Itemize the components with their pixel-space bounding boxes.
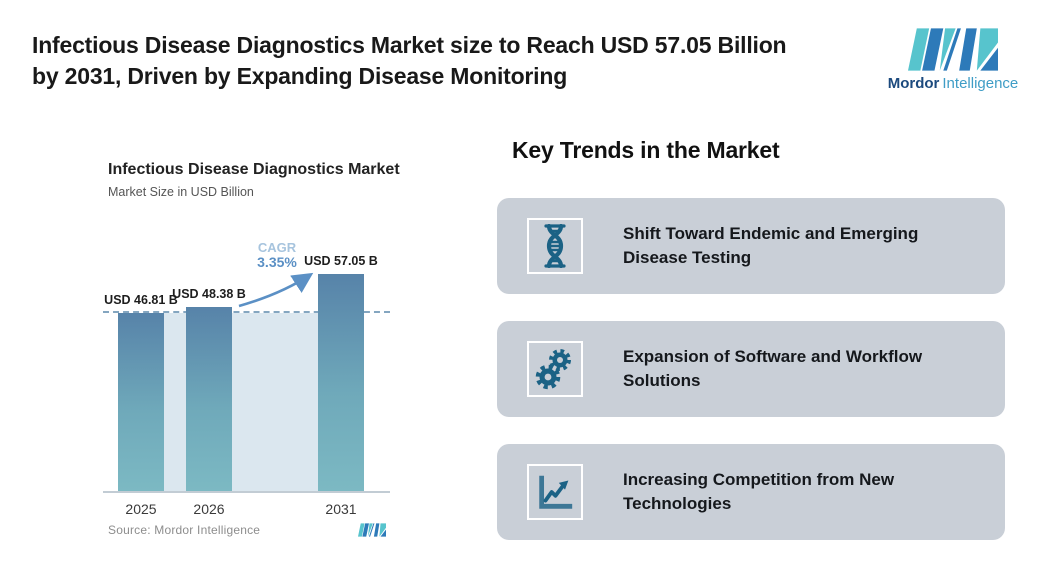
- trend-text-software-workflow: Expansion of Software and Workflow Solut…: [623, 347, 923, 390]
- bar-value-label-2026: USD 48.38 B: [172, 287, 246, 301]
- trend-card-endemic-testing: Shift Toward Endemic and Emerging Diseas…: [497, 198, 1005, 294]
- chart-footer: Source: Mordor Intelligence: [108, 523, 386, 537]
- bar-plot: CAGR 3.35% USD 46.81 B 2025 USD 48.38 B 202…: [103, 240, 390, 517]
- cagr-value: 3.35%: [257, 254, 297, 270]
- mordor-mini-logo-icon: [358, 523, 386, 537]
- brand-name-light: Intelligence: [942, 75, 1019, 92]
- x-axis-label-2031: 2031: [325, 501, 357, 517]
- page-title: Infectious Disease Diagnostics Market si…: [32, 30, 902, 92]
- x-axis-label-2025: 2025: [125, 501, 157, 517]
- mordor-intelligence-logo: Mordor Intelligence: [888, 28, 1018, 92]
- chart-title: Infectious Disease Diagnostics Market: [108, 161, 400, 178]
- trend-text-new-technologies: Increasing Competition from New Technolo…: [623, 470, 895, 513]
- brand-text: Mordor Intelligence: [888, 75, 1019, 92]
- bar-2025: [118, 313, 164, 491]
- bar-2031: [318, 274, 364, 491]
- x-axis-label-2026: 2026: [193, 501, 225, 517]
- cagr-annotation: CAGR 3.35%: [227, 240, 327, 270]
- page-title-line2: by 2031, Driven by Expanding Disease Mon…: [32, 63, 568, 89]
- cagr-label: CAGR: [257, 240, 297, 255]
- source-text: Source: Mordor Intelligence: [108, 523, 261, 537]
- dna-icon: [527, 218, 583, 274]
- reference-dashed-line: [103, 311, 390, 313]
- chart-subtitle: Market Size in USD Billion: [108, 185, 254, 199]
- trend-card-software-workflow: Expansion of Software and Workflow Solut…: [497, 321, 1005, 417]
- bar-2026: [186, 307, 232, 491]
- trend-card-new-technologies: Increasing Competition from New Technolo…: [497, 444, 1005, 540]
- mordor-logo-icon: [908, 28, 998, 71]
- bar-value-label-2031: USD 57.05 B: [304, 254, 378, 268]
- bar-value-label-2025: USD 46.81 B: [104, 293, 178, 307]
- page-title-line1: Infectious Disease Diagnostics Market si…: [32, 32, 787, 58]
- trend-text-endemic-testing: Shift Toward Endemic and Emerging Diseas…: [623, 224, 919, 267]
- gears-icon: [527, 341, 583, 397]
- chart-icon: [527, 464, 583, 520]
- trends-heading: Key Trends in the Market: [512, 137, 780, 163]
- brand-name-bold: Mordor: [887, 75, 940, 92]
